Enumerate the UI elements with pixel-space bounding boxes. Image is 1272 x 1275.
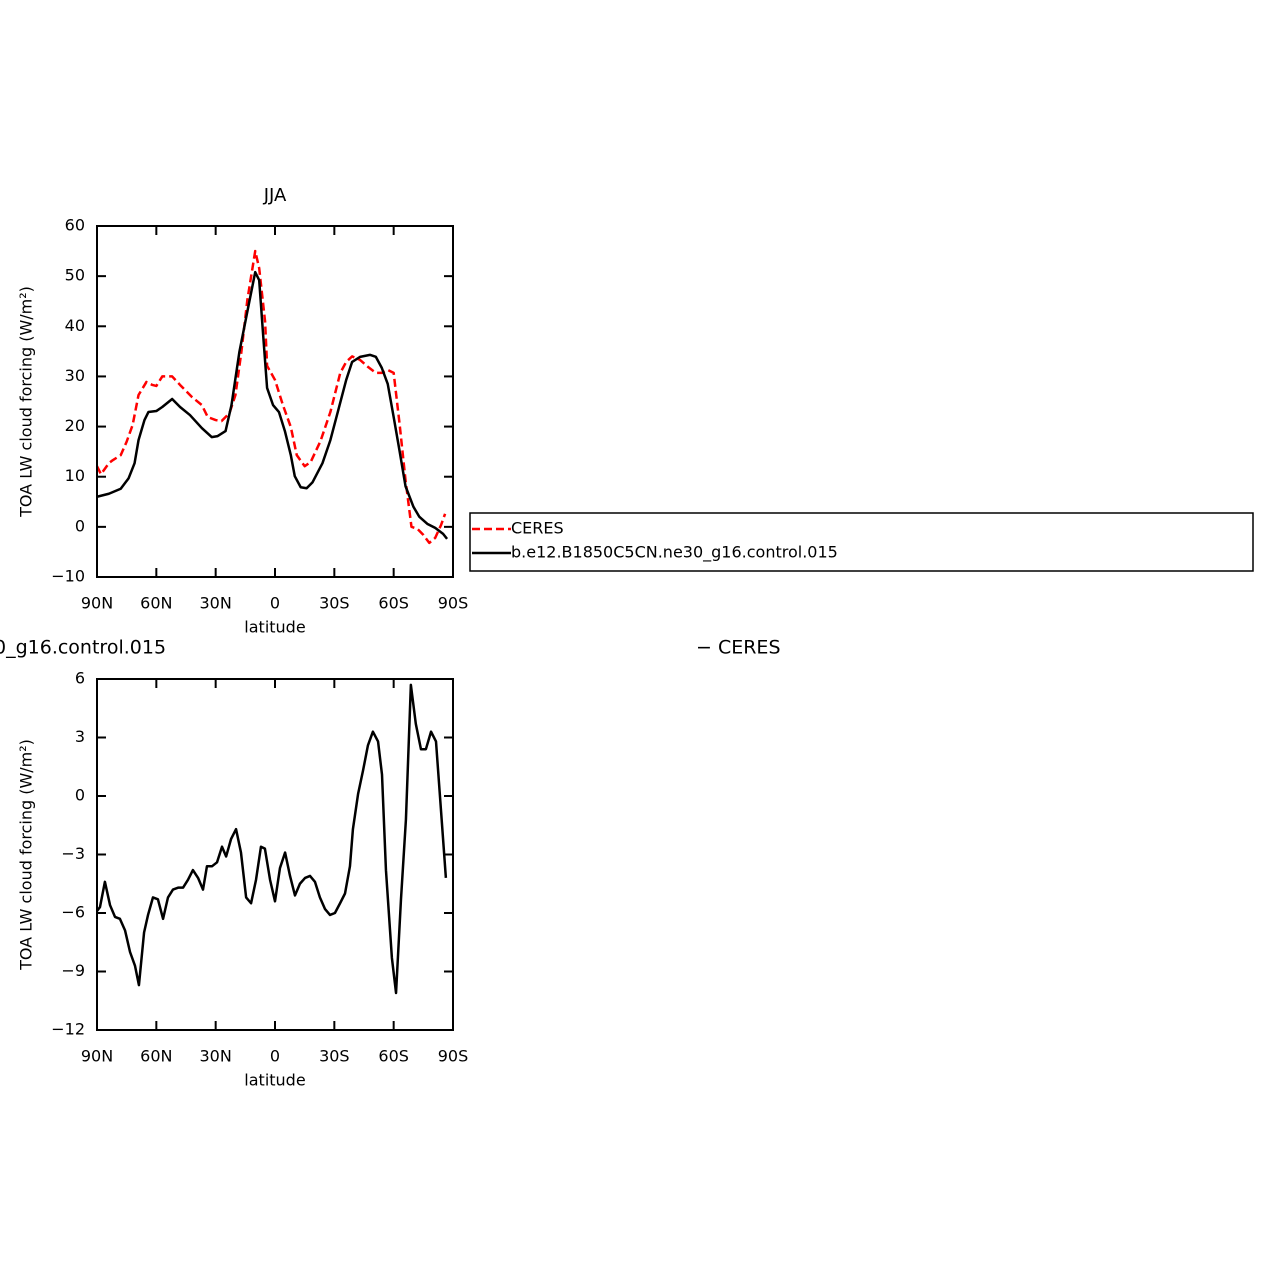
- x-tick-label: 90S: [438, 1047, 469, 1066]
- x-tick-label: 0: [270, 594, 280, 613]
- y-tick-label: 60: [65, 216, 85, 235]
- data-line: [95, 249, 447, 545]
- y-tick-label: −10: [51, 567, 85, 586]
- data-line: [96, 683, 448, 995]
- y-tick-label: −9: [61, 961, 85, 980]
- chart-title: JJA: [263, 185, 287, 206]
- x-tick-label: 90S: [438, 594, 469, 613]
- chart-title: 0_g16.control.015: [0, 637, 166, 659]
- x-tick-label: 90N: [81, 1047, 113, 1066]
- x-tick-label: 60S: [378, 1047, 409, 1066]
- legend-label: b.e12.B1850C5CN.ne30_g16.control.015: [511, 543, 838, 563]
- x-tick-label: 60N: [140, 1047, 172, 1066]
- x-tick-label: 60S: [378, 594, 409, 613]
- y-axis-label: TOA LW cloud forcing (W/m²): [17, 739, 36, 971]
- y-tick-label: 20: [65, 416, 85, 435]
- y-tick-label: 0: [75, 786, 85, 805]
- x-tick-label: 30N: [200, 594, 232, 613]
- legend-label: CERES: [511, 519, 564, 538]
- y-tick-label: 6: [75, 669, 85, 688]
- y-axis-label: TOA LW cloud forcing (W/m²): [17, 286, 36, 518]
- y-tick-label: 40: [65, 316, 85, 335]
- x-tick-label: 0: [270, 1047, 280, 1066]
- x-axis-label: latitude: [244, 618, 305, 637]
- legend-box: [469, 512, 1254, 572]
- data-line: [96, 270, 449, 540]
- y-tick-label: −3: [61, 844, 85, 863]
- y-tick-label: −12: [51, 1020, 85, 1039]
- x-axis-label: latitude: [244, 1071, 305, 1090]
- chart-subtitle: − CERES: [696, 637, 781, 659]
- y-tick-label: 30: [65, 366, 85, 385]
- y-tick-label: 10: [65, 466, 85, 485]
- x-tick-label: 90N: [81, 594, 113, 613]
- x-tick-label: 30N: [200, 1047, 232, 1066]
- y-tick-label: −6: [61, 903, 85, 922]
- x-tick-label: 30S: [319, 1047, 350, 1066]
- x-tick-label: 60N: [140, 594, 172, 613]
- y-tick-label: 0: [75, 516, 85, 535]
- y-tick-label: 50: [65, 266, 85, 285]
- y-tick-label: 3: [75, 727, 85, 746]
- x-tick-label: 30S: [319, 594, 350, 613]
